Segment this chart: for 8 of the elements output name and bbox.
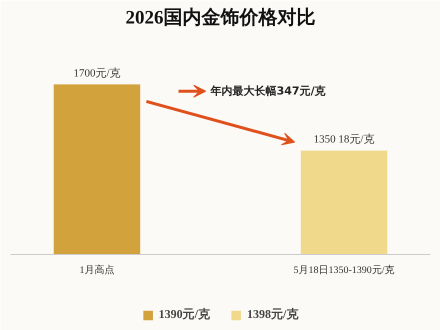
x-tick-label: 5月18日1350-1390元/克 (293, 264, 395, 276)
legend-label: 1390元/克 (158, 306, 210, 323)
text: 1700元/克 (73, 67, 121, 80)
text: 1350 18元/克 (314, 134, 374, 146)
chart-title: 2026国内金饰价格对比 (126, 6, 316, 28)
x-tick-label: 1月高点 (79, 264, 114, 276)
legend-label: 1398元/克 (247, 306, 298, 323)
annotation: 年内最大长幅347元/克 (210, 84, 327, 98)
